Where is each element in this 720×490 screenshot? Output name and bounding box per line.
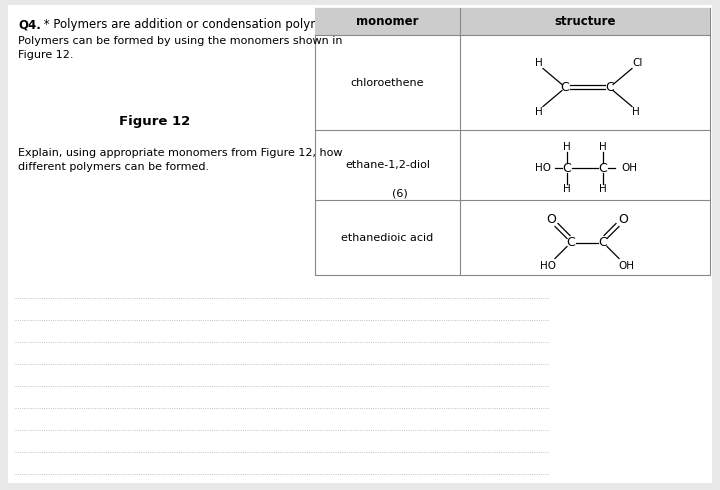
Text: H: H xyxy=(599,142,607,152)
Text: H: H xyxy=(535,106,543,117)
Text: * Polymers are addition or condensation polymers.: * Polymers are addition or condensation … xyxy=(40,18,344,31)
Text: Explain, using appropriate monomers from Figure 12, how
different polymers can b: Explain, using appropriate monomers from… xyxy=(18,148,343,172)
Text: (6): (6) xyxy=(392,188,408,198)
Text: O: O xyxy=(618,213,628,226)
Text: H: H xyxy=(535,58,543,69)
Text: Figure 12: Figure 12 xyxy=(120,115,191,128)
Text: O: O xyxy=(546,213,556,226)
Text: ethane-1,2-diol: ethane-1,2-diol xyxy=(345,160,430,170)
Text: Q4.: Q4. xyxy=(18,18,41,31)
Text: C: C xyxy=(598,236,608,249)
Text: HO: HO xyxy=(540,261,556,270)
Text: Cl: Cl xyxy=(633,58,643,69)
Text: H: H xyxy=(563,184,571,194)
Text: C: C xyxy=(606,81,614,94)
Text: C: C xyxy=(562,162,572,174)
Text: structure: structure xyxy=(554,15,616,28)
Text: HO: HO xyxy=(535,163,551,173)
Text: C: C xyxy=(598,162,608,174)
Text: H: H xyxy=(563,142,571,152)
Text: Polymers can be formed by using the monomers shown in
Figure 12.: Polymers can be formed by using the mono… xyxy=(18,36,343,60)
Text: chloroethene: chloroethene xyxy=(351,77,424,88)
Text: H: H xyxy=(632,106,640,117)
Text: OH: OH xyxy=(621,163,637,173)
Text: H: H xyxy=(599,184,607,194)
Text: OH: OH xyxy=(618,261,634,270)
Text: C: C xyxy=(567,236,575,249)
Bar xyxy=(315,8,710,275)
Text: C: C xyxy=(561,81,570,94)
Bar xyxy=(315,8,710,35)
Text: monomer: monomer xyxy=(356,15,419,28)
Text: ethanedioic acid: ethanedioic acid xyxy=(341,232,433,243)
